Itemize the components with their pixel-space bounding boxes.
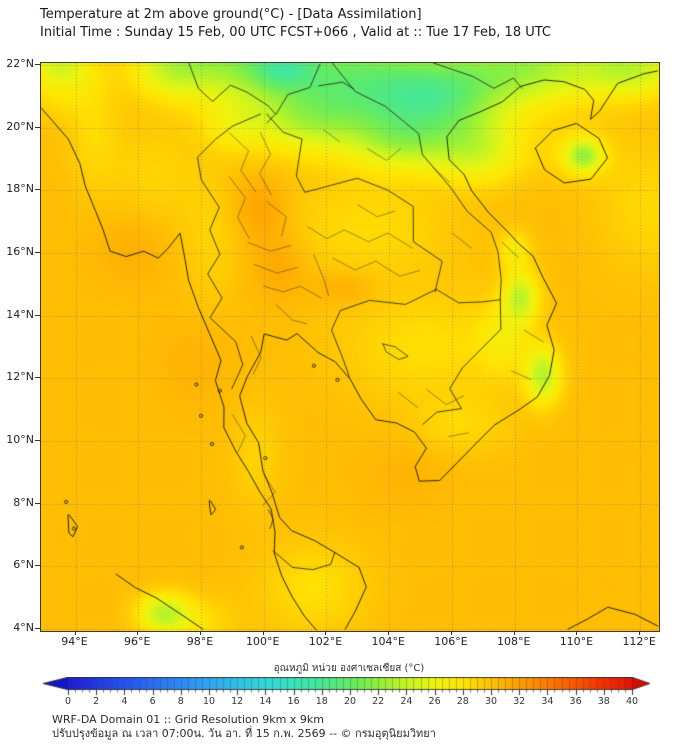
y-axis-tick — [35, 189, 40, 191]
x-axis-tick — [325, 631, 327, 635]
colorbar-tick-label: 20 — [343, 696, 357, 707]
y-axis-tick — [35, 252, 40, 254]
colorbar-tick-label: 2 — [93, 696, 100, 707]
footer-update-info: ปรับปรุงข้อมูล ณ เวลา 07:00น. วัน อา. ที… — [52, 726, 436, 740]
colorbar-tick-label: 22 — [372, 696, 385, 707]
y-axis-tick — [35, 377, 40, 379]
footer-block: WRF-DA Domain 01 :: Grid Resolution 9km … — [52, 713, 436, 740]
y-axis-tick-label: 10°N — [6, 432, 34, 446]
x-axis-tick — [388, 631, 390, 635]
x-axis-tick-label: 108°E — [496, 635, 531, 648]
x-axis-tick-label: 96°E — [124, 635, 151, 648]
y-axis-tick-label: 22°N — [6, 57, 34, 71]
x-axis-tick-label: 110°E — [559, 635, 594, 648]
colorbar-tick-label: 18 — [315, 696, 328, 707]
colorbar-tick-label: 14 — [259, 696, 272, 707]
colorbar-canvas — [36, 677, 656, 696]
y-axis-tick — [35, 502, 40, 504]
x-axis-tick-label: 106°E — [434, 635, 468, 648]
colorbar-tick-label: 12 — [231, 696, 244, 707]
footer-domain-info: WRF-DA Domain 01 :: Grid Resolution 9km … — [52, 713, 324, 726]
x-axis-tick-label: 102°E — [308, 635, 343, 648]
colorbar-tick-label: 38 — [597, 696, 610, 707]
y-axis-tick-label: 8°N — [13, 495, 34, 509]
colorbar-tick-label: 24 — [400, 696, 413, 707]
x-axis-tick — [137, 631, 139, 635]
colorbar-tick-label: 8 — [177, 696, 184, 707]
y-axis-tick-label: 4°N — [13, 620, 34, 634]
colorbar-label: อุณหภูมิ หน่วย องศาเซลเซียส (°C) — [273, 663, 425, 674]
x-axis-tick — [199, 631, 201, 635]
x-axis-tick-label: 94°E — [61, 635, 88, 648]
title-block: Temperature at 2m above ground(°C) - [Da… — [40, 6, 551, 42]
x-axis-tick-label: 104°E — [371, 635, 405, 648]
x-axis-tick-label: 100°E — [245, 635, 280, 648]
y-axis-tick — [35, 565, 40, 567]
x-axis-tick — [262, 631, 264, 635]
y-axis-tick-label: 6°N — [13, 558, 34, 572]
x-axis-tick-label: 98°E — [186, 635, 214, 648]
x-axis-tick-label: 112°E — [622, 635, 656, 648]
colorbar-tick-label: 10 — [202, 696, 216, 707]
colorbar-tick-label: 6 — [149, 696, 156, 707]
x-axis-tick — [513, 631, 515, 635]
y-axis-tick-label: 14°N — [6, 307, 34, 321]
colorbar-tick-label: 32 — [513, 696, 526, 707]
page-subtitle: Initial Time : Sunday 15 Feb, 00 UTC FCS… — [40, 25, 552, 40]
colorbar-tick-label: 34 — [541, 696, 554, 707]
x-axis-tick — [450, 631, 452, 635]
colorbar-tick-label: 26 — [428, 696, 441, 707]
y-axis-tick — [35, 439, 40, 441]
colorbar-tick-label: 30 — [484, 696, 498, 707]
y-axis-tick — [35, 627, 40, 629]
colorbar-tick-label: 0 — [64, 696, 72, 707]
x-axis-tick — [639, 631, 641, 635]
y-axis-tick-label: 16°N — [6, 245, 34, 259]
colorbar-tick-label: 28 — [456, 696, 469, 707]
y-axis-tick-label: 12°N — [6, 370, 34, 384]
map-plot-area — [40, 62, 660, 632]
y-axis-tick — [35, 64, 40, 66]
colorbar-tick-label: 4 — [121, 696, 128, 707]
y-axis-tick-label: 18°N — [6, 182, 34, 196]
y-axis-tick — [35, 314, 40, 316]
y-axis-tick-label: 20°N — [6, 119, 34, 133]
colorbar-tick-label: 16 — [287, 696, 300, 707]
page-title: Temperature at 2m above ground(°C) - [Da… — [40, 7, 422, 22]
colorbar-tick-label: 40 — [625, 696, 639, 707]
y-axis-tick — [35, 126, 40, 128]
x-axis-tick — [74, 631, 76, 635]
x-axis-tick — [576, 631, 578, 635]
temperature-heatmap-canvas — [41, 63, 659, 631]
colorbar-tick-label: 36 — [569, 696, 582, 707]
